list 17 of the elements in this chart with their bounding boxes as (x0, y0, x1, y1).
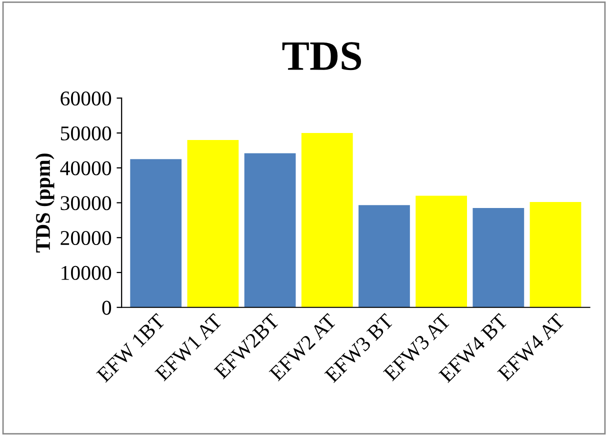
y-tick-label: 40000 (60, 161, 112, 176)
chart-title: TDS (282, 42, 361, 70)
bar (530, 202, 582, 308)
y-axis-title: TDS (ppm) (35, 154, 54, 252)
bar (130, 159, 182, 308)
y-tick-label: 30000 (60, 196, 112, 210)
y-tick-label: 20000 (60, 230, 112, 246)
bar (301, 132, 353, 308)
y-tick-label: 50000 (61, 126, 112, 140)
bar (187, 140, 239, 308)
y-tick-label: 60000 (60, 91, 112, 106)
bar (472, 208, 524, 308)
y-tick-label: 0 (102, 300, 112, 315)
bar (244, 153, 296, 308)
bar (358, 205, 410, 308)
y-tick-label: 10000 (62, 266, 112, 280)
bar (416, 196, 468, 308)
